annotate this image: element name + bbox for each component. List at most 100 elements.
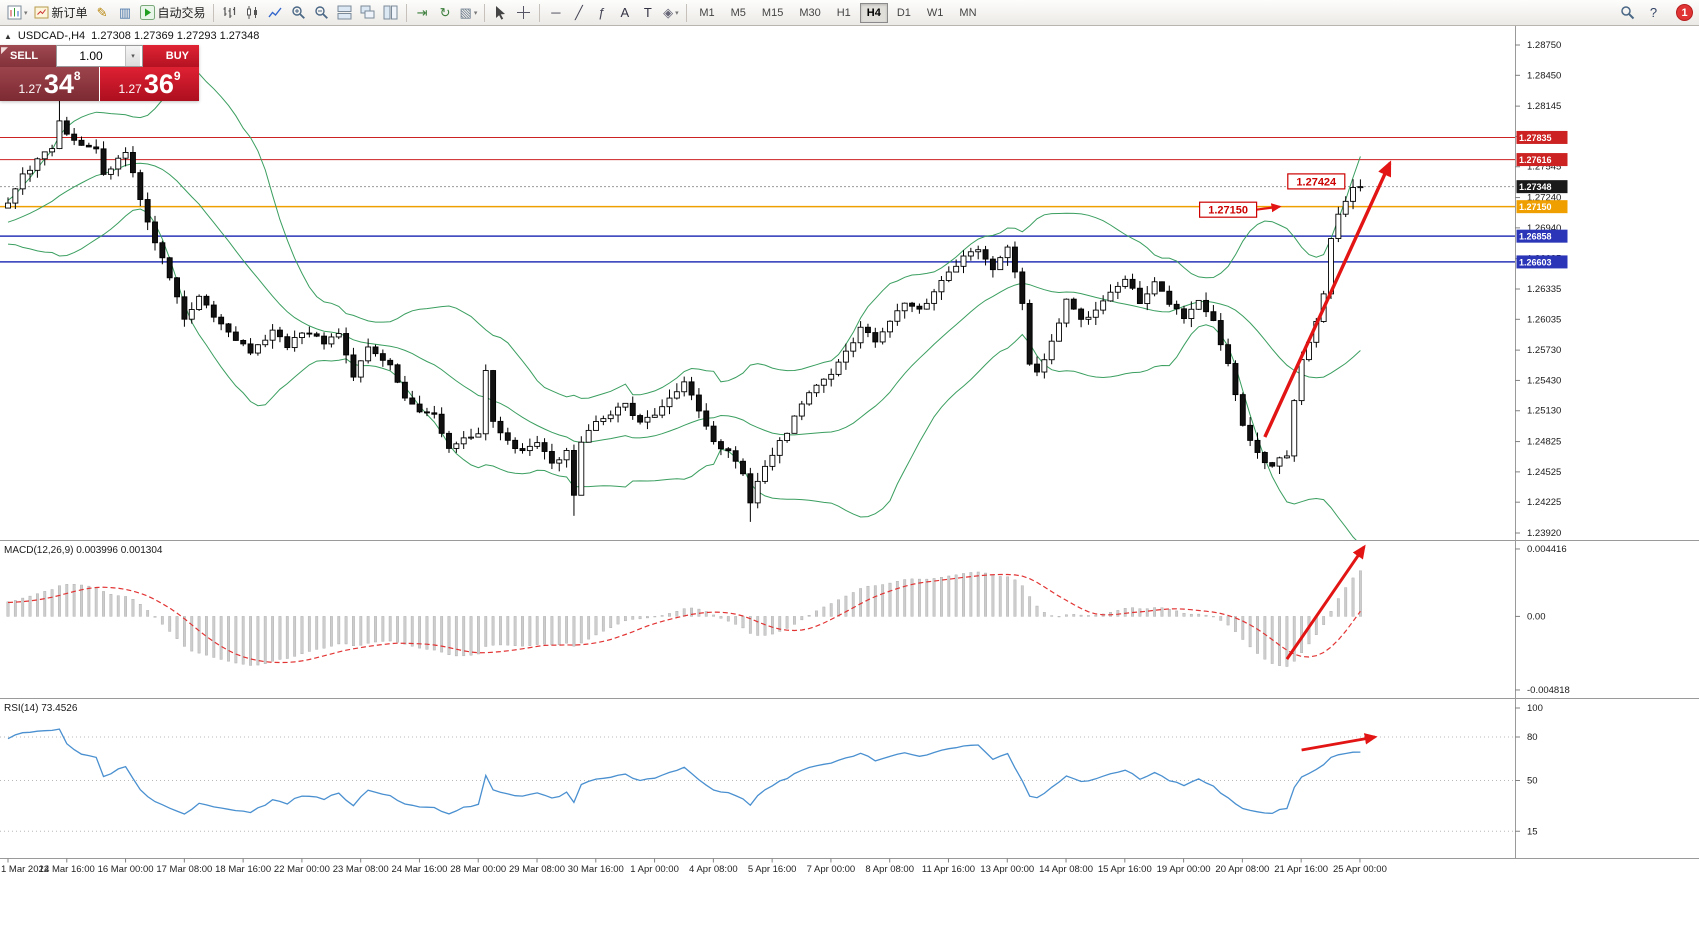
new-order-label: 新订单 <box>51 6 88 20</box>
buy-price[interactable]: 1.27 36 9 <box>100 67 199 101</box>
zoom-out-icon <box>314 5 329 20</box>
rsi-indicator-label: RSI(14) 73.4526 <box>4 703 78 714</box>
timeframe-m1-button[interactable]: M1 <box>699 6 715 19</box>
time-axis-label: 1 Mar 2022 <box>1 864 49 875</box>
sell-price-prefix: 1.27 <box>18 82 42 96</box>
bollinger-lower-band[interactable] <box>7 208 1360 545</box>
price-tick-label: 1.24825 <box>1527 437 1561 448</box>
bar-chart-button[interactable] <box>218 2 241 24</box>
auto-scroll-button[interactable]: ↻ <box>434 2 457 24</box>
timeframe-m30-button[interactable]: M30 <box>799 6 821 19</box>
dropdown-caret-icon[interactable]: ▾ <box>675 9 679 17</box>
trendline-button[interactable]: ╱ <box>567 2 590 24</box>
toolbar-separator <box>686 3 688 22</box>
zoom-in-button[interactable] <box>287 2 310 24</box>
time-axis-label: 5 Apr 16:00 <box>748 864 797 875</box>
sell-button[interactable]: SELL <box>0 45 56 67</box>
dropdown-caret-icon[interactable]: ▾ <box>473 9 478 17</box>
svg-text:1.26603: 1.26603 <box>1519 257 1552 267</box>
timeframe-mn-button[interactable]: MN <box>959 6 977 19</box>
chart-properties-button[interactable]: ▧ ▾ <box>457 2 481 24</box>
tile-windows-button[interactable] <box>333 2 356 24</box>
annotation-pointer-arrow[interactable] <box>1255 203 1282 213</box>
macd-signal-line[interactable] <box>7 573 1361 664</box>
rsi-tick-label: 80 <box>1527 732 1538 743</box>
arrange-windows-button[interactable] <box>379 2 402 24</box>
zoom-in-icon <box>291 5 306 20</box>
rsi-tick-label: 100 <box>1527 703 1543 714</box>
price-annotation-box[interactable] <box>1287 173 1346 190</box>
bar-chart-icon <box>222 5 237 20</box>
buy-button[interactable]: BUY <box>143 45 199 67</box>
metaeditor-button[interactable]: ✎ <box>91 2 114 24</box>
crosshair-button[interactable] <box>512 2 535 24</box>
tile-windows-icon <box>337 5 352 20</box>
chart-shift-button[interactable]: ⇥ <box>411 2 434 24</box>
sell-price-big: 34 <box>43 69 74 100</box>
time-axis-label: 30 Mar 16:00 <box>568 864 624 875</box>
notification-badge[interactable]: 1 <box>1676 4 1693 21</box>
shapes-icon: ◈ <box>663 5 674 20</box>
main-price-panel: 1.27424 1.27150 <box>0 70 1515 545</box>
macd-tick-label: -0.004818 <box>1527 685 1570 696</box>
dropdown-caret-icon[interactable]: ▾ <box>24 9 28 17</box>
bollinger-upper-band[interactable] <box>7 70 1361 399</box>
rsi-trend-arrow[interactable] <box>1301 733 1378 752</box>
search-button[interactable] <box>1616 2 1639 24</box>
new-order-button[interactable]: 新订单 <box>31 2 91 24</box>
line-chart-button[interactable] <box>264 2 287 24</box>
text-label-button[interactable]: T <box>636 2 659 24</box>
chart-shift-icon: ⇥ <box>416 5 428 20</box>
data-window-icon: ▥ <box>118 5 132 20</box>
fibonacci-button[interactable]: ƒ <box>590 2 613 24</box>
axis-label-1.27150 <box>1516 200 1568 214</box>
horizontal-line-button[interactable]: ─ <box>544 2 567 24</box>
volume-spinner-icon[interactable]: ▾ <box>125 46 140 66</box>
timeframe-d1-button[interactable]: D1 <box>896 6 911 19</box>
autotrading-icon <box>139 5 155 20</box>
trend-arrow-up[interactable] <box>1263 160 1392 438</box>
text-button[interactable]: A <box>613 2 636 24</box>
toolbar-separator <box>484 3 486 22</box>
buy-price-prefix: 1.27 <box>118 82 142 96</box>
rsi-panel <box>0 728 1515 832</box>
price-tick-label: 1.23920 <box>1527 528 1561 539</box>
timeframe-w1-button[interactable]: W1 <box>926 6 944 19</box>
new-chart-button[interactable]: ▾ <box>4 2 31 24</box>
cascade-windows-button[interactable] <box>356 2 379 24</box>
bollinger-middle-band[interactable] <box>7 162 1361 444</box>
help-button[interactable]: ? <box>1642 2 1665 24</box>
volume-input[interactable] <box>57 47 125 65</box>
rsi-line[interactable] <box>7 728 1361 815</box>
price-tick-label: 1.28450 <box>1527 70 1561 81</box>
candle-chart-button[interactable] <box>241 2 264 24</box>
timeframe-m5-button[interactable]: M5 <box>730 6 746 19</box>
data-window-button[interactable]: ▥ <box>114 2 137 24</box>
time-axis-label: 23 Mar 08:00 <box>333 864 389 875</box>
autotrading-button[interactable]: 自动交易 <box>137 2 209 24</box>
cursor-button[interactable] <box>489 2 512 24</box>
chart-menu-icon[interactable]: ▲ <box>4 31 12 41</box>
price-annotation-box[interactable] <box>1198 201 1258 218</box>
chart-header: ▲ USDCAD-,H4 1.27308 1.27369 1.27293 1.2… <box>4 30 259 42</box>
toolbar-left-group: ▾ 新订单 ✎ ▥ 自动交易 ⇥ ↻ ▧ ▾ ─ ╱ ƒ A T ◈ ▾ M1 M5 M15 M30 H1 H4 D1 W1 M… <box>4 2 985 24</box>
crosshair-icon <box>516 5 531 20</box>
price-tick-label: 1.25430 <box>1527 375 1561 386</box>
time-axis-label: 28 Mar 00:00 <box>450 864 506 875</box>
timeframe-h1-button[interactable]: H1 <box>836 6 851 19</box>
fibonacci-icon: ƒ <box>598 5 606 20</box>
zoom-out-button[interactable] <box>310 2 333 24</box>
macd-trend-arrow[interactable] <box>1285 544 1366 661</box>
time-axis-label: 15 Apr 16:00 <box>1098 864 1152 875</box>
collapse-trade-panel-icon[interactable]: ◤ <box>1 45 8 55</box>
chart-properties-icon: ▧ <box>459 5 472 20</box>
timeframe-m15-button[interactable]: M15 <box>761 6 784 19</box>
price-tick-label: 1.26335 <box>1527 284 1561 295</box>
shapes-button[interactable]: ◈ ▾ <box>659 2 682 24</box>
sell-price[interactable]: 1.27 34 8 <box>0 67 99 101</box>
timeframe-h4-button[interactable]: H4 <box>859 2 888 23</box>
axis-label-bid <box>1516 180 1568 194</box>
macd-tick-label: 0.004416 <box>1527 544 1567 555</box>
chart-area[interactable]: 1.274241.271501.287501.284501.281451.278… <box>0 26 1699 947</box>
price-tick-label: 1.26035 <box>1527 314 1561 325</box>
